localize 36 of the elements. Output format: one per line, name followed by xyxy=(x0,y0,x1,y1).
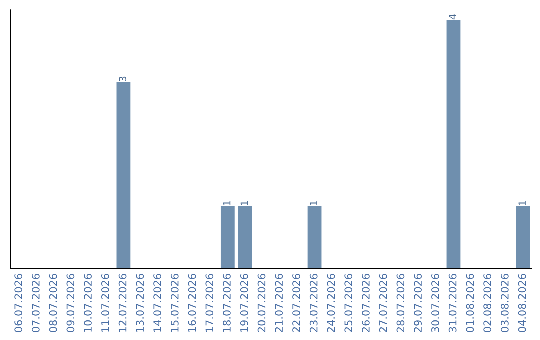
x-tick-label: 29.07.2026 xyxy=(414,274,422,332)
x-tick-label: 17.07.2026 xyxy=(206,274,214,332)
x-tick-label: 10.07.2026 xyxy=(84,274,92,332)
x-tick-label: 12.07.2026 xyxy=(118,274,127,332)
x-tick-label: 01.08.2026 xyxy=(466,274,474,332)
x-tick-label: 02.08.2026 xyxy=(484,274,492,332)
x-tick-label: 18.07.2026 xyxy=(223,274,231,332)
data-label: 1 xyxy=(310,201,318,206)
x-tick-label: 19.07.2026 xyxy=(240,274,248,332)
x-tick-label: 30.07.2026 xyxy=(432,274,440,332)
x-tick-label: 28.07.2026 xyxy=(396,274,405,332)
x-tick-label: 09.07.2026 xyxy=(66,274,75,332)
x-tick-label: 07.07.2026 xyxy=(32,274,40,332)
x-tick-label: 26.07.2026 xyxy=(362,274,370,332)
data-label: 1 xyxy=(224,201,231,206)
x-tick-label: 13.07.2026 xyxy=(136,274,144,332)
x-tick-label: 16.07.2026 xyxy=(188,274,196,332)
x-tick-label: 24.07.2026 xyxy=(327,274,336,332)
x-tick-label: 25.07.2026 xyxy=(344,274,353,332)
data-label: 1 xyxy=(518,201,526,206)
x-tick-label: 22.07.2026 xyxy=(292,274,300,332)
x-tick-label: 27.07.2026 xyxy=(379,274,388,332)
data-label: 1 xyxy=(240,201,248,206)
x-tick-label: 03.08.2026 xyxy=(500,274,509,332)
x-tick-label: 31.07.2026 xyxy=(448,274,457,332)
x-tick-label: 15.07.2026 xyxy=(170,274,179,332)
data-label: 4 xyxy=(449,14,456,20)
x-tick-label: 11.07.2026 xyxy=(101,274,110,332)
x-tick-label: 23.07.2026 xyxy=(310,274,318,332)
x-tick-label: 04.08.2026 xyxy=(518,274,526,332)
x-tick-label: 06.07.2026 xyxy=(14,274,23,332)
x-tick-label: 08.07.2026 xyxy=(49,274,58,332)
x-tick-label: 20.07.2026 xyxy=(258,274,266,332)
x-tick-label: 21.07.2026 xyxy=(275,274,284,332)
data-label: 3 xyxy=(119,76,127,82)
x-tick-label: 14.07.2026 xyxy=(154,274,162,332)
